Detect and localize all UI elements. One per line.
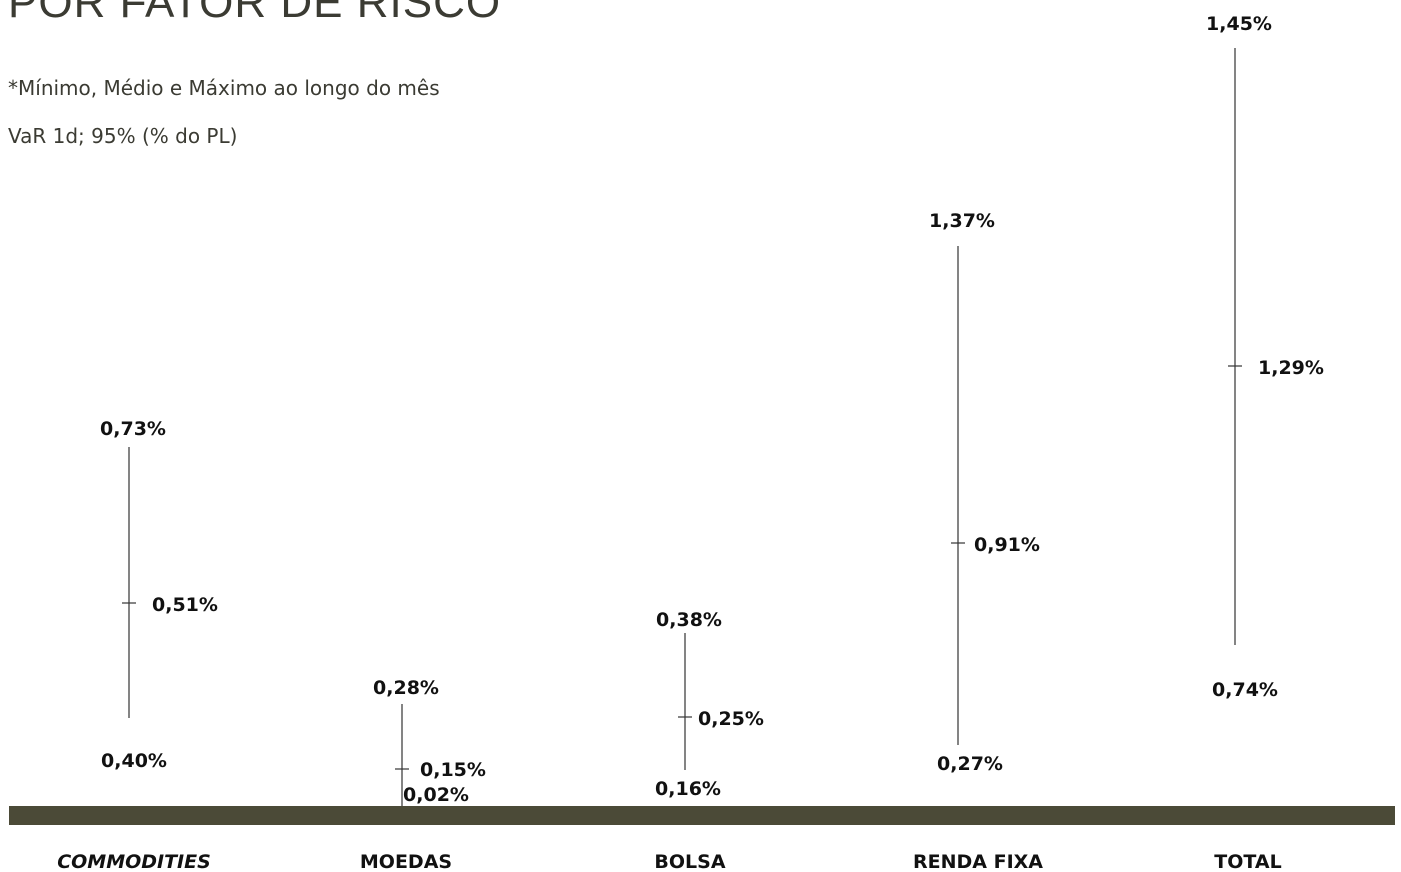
category-label-bolsa: BOLSA [654,851,725,872]
min-label-commodities: 0,40% [101,750,167,772]
chart-title: POR FATOR DE RISCO [8,0,502,27]
min-label-moedas: 0,02% [403,784,469,806]
avg-label-moedas: 0,15% [420,759,486,781]
max-label-moedas: 0,28% [373,677,439,699]
avg-label-total: 1,29% [1258,357,1324,379]
max-label-bolsa: 0,38% [656,609,722,631]
min-label-bolsa: 0,16% [655,778,721,800]
chart-subtitle: *Mínimo, Médio e Máximo ao longo do mês [8,76,440,100]
max-label-renda-fixa: 1,37% [929,210,995,232]
category-label-total: TOTAL [1214,851,1281,872]
category-label-moedas: MOEDAS [360,851,452,872]
max-label-commodities: 0,73% [100,418,166,440]
min-label-total: 0,74% [1212,679,1278,701]
avg-label-bolsa: 0,25% [698,708,764,730]
avg-label-commodities: 0,51% [152,594,218,616]
baseline-band [9,806,1395,825]
avg-label-renda-fixa: 0,91% [974,534,1040,556]
min-label-renda-fixa: 0,27% [937,753,1003,775]
chart-unit-note: VaR 1d; 95% (% do PL) [8,124,238,148]
category-label-commodities: COMMODITIES [57,851,211,872]
max-label-total: 1,45% [1206,13,1272,35]
category-label-renda-fixa: RENDA FIXA [913,851,1043,872]
